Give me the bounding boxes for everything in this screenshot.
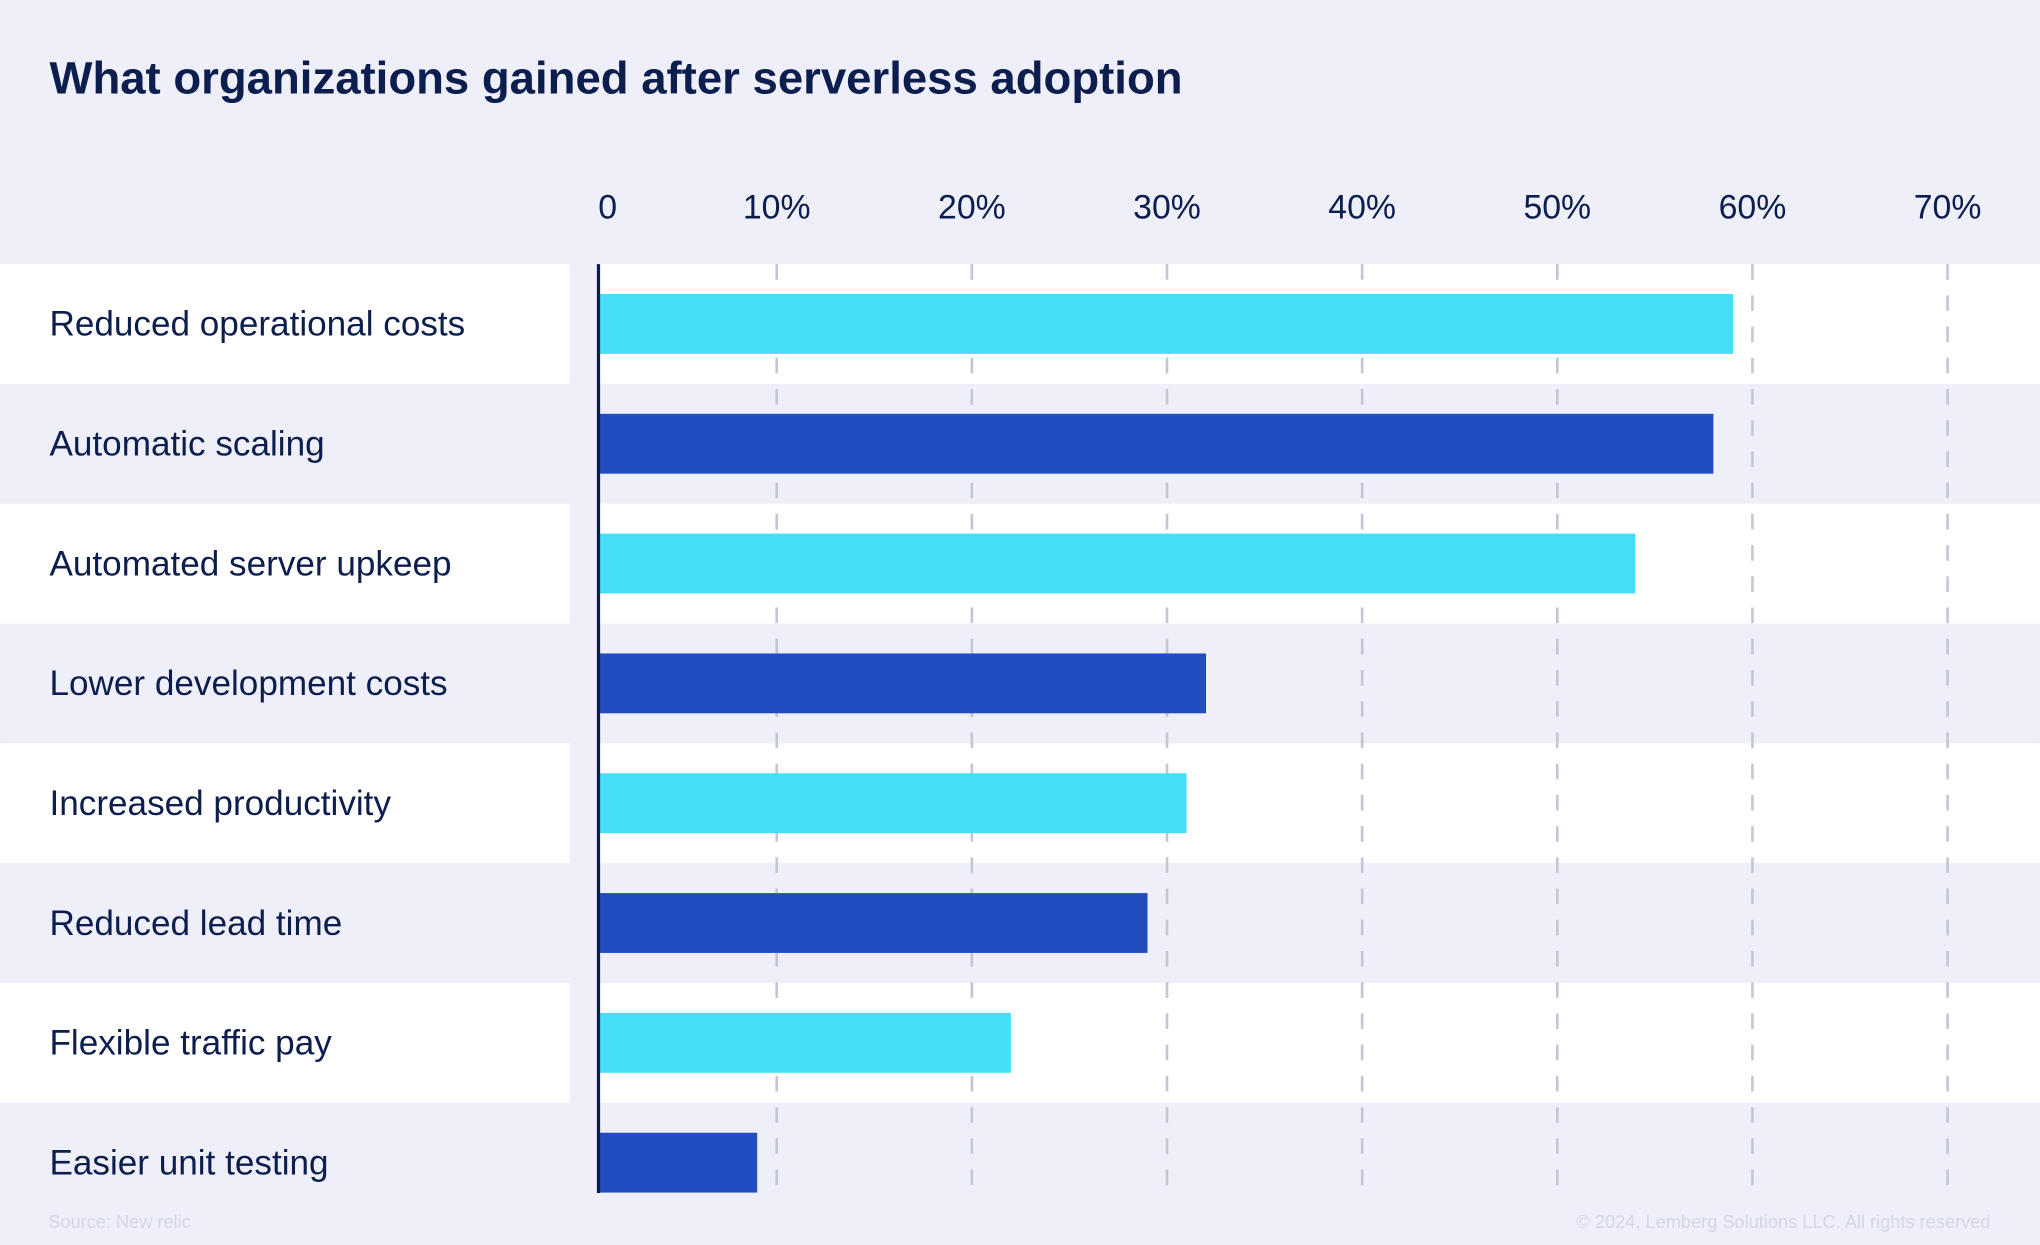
x-tick-label: 70% — [1914, 189, 1982, 227]
x-axis-ticks: 0 10% 20% 30% 40% 50% 60% 70% — [598, 189, 1981, 227]
category-label: Increased productivity — [49, 784, 391, 823]
chart-title: What organizations gained after serverle… — [49, 53, 1182, 104]
category-label: Flexible traffic pay — [49, 1024, 332, 1063]
bar — [598, 1012, 1011, 1073]
x-tick-label: 10% — [743, 189, 811, 227]
bar — [598, 653, 1207, 714]
x-tick-label: 0 — [598, 189, 617, 227]
source-note: Source: New relic — [48, 1212, 191, 1232]
x-tick-label: 60% — [1719, 189, 1787, 227]
bars — [598, 294, 1733, 1193]
category-label: Automated server upkeep — [49, 544, 451, 583]
bar — [598, 294, 1733, 354]
x-tick-label: 40% — [1328, 189, 1396, 227]
x-tick-label: 50% — [1523, 189, 1591, 227]
row-band-label — [0, 503, 570, 624]
row-band-label — [0, 743, 570, 864]
bar — [598, 533, 1636, 594]
category-label: Automatic scaling — [49, 425, 324, 464]
category-label: Reduced lead time — [49, 904, 342, 943]
x-tick-label: 20% — [938, 189, 1006, 227]
x-tick-label: 30% — [1133, 189, 1201, 227]
row-band-label — [0, 264, 570, 384]
category-labels: Reduced operational costs Automatic scali… — [49, 305, 465, 1183]
copyright-note: © 2024, Lemberg Solutions LLC. All right… — [1576, 1212, 1990, 1232]
category-label: Reduced operational costs — [49, 305, 465, 344]
category-label: Lower development costs — [49, 664, 447, 703]
category-label: Easier unit testing — [49, 1143, 328, 1182]
bar — [598, 893, 1148, 953]
bar — [598, 773, 1187, 834]
bar — [598, 413, 1714, 474]
bar — [598, 1132, 758, 1193]
row-band-label — [0, 982, 570, 1103]
